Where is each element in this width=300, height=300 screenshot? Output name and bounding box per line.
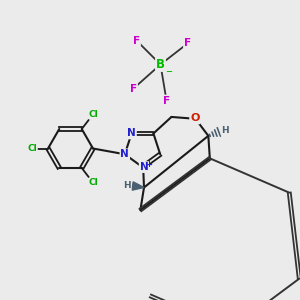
Text: N: N — [140, 162, 148, 172]
Text: H: H — [123, 182, 131, 190]
Text: H: H — [221, 126, 229, 135]
Text: F: F — [163, 95, 170, 106]
Polygon shape — [132, 182, 144, 190]
Text: F: F — [133, 35, 140, 46]
Text: O: O — [190, 113, 200, 124]
Text: F: F — [184, 38, 191, 49]
Text: Cl: Cl — [88, 178, 98, 188]
Text: N: N — [120, 149, 129, 159]
Text: Cl: Cl — [28, 144, 37, 153]
Text: −: − — [165, 67, 172, 76]
Text: Cl: Cl — [88, 110, 98, 118]
Text: F: F — [130, 83, 137, 94]
Text: N: N — [127, 128, 136, 139]
Text: +: + — [146, 160, 153, 169]
Text: B: B — [156, 58, 165, 71]
